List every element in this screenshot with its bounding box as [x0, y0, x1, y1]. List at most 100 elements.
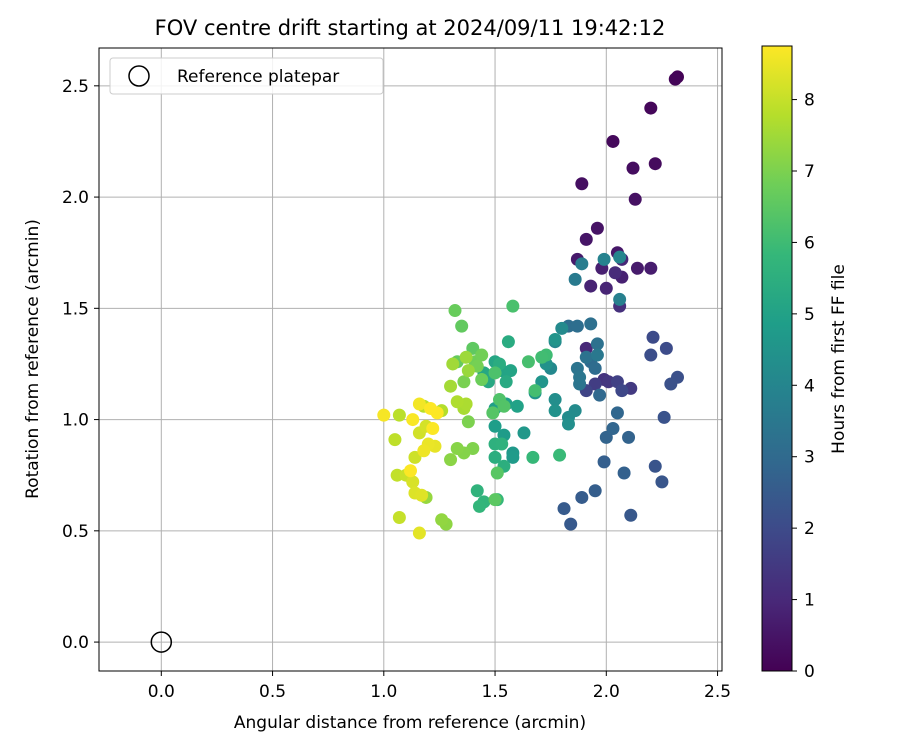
data-point: [450, 442, 464, 455]
grid: [99, 48, 722, 671]
data-point: [599, 430, 613, 444]
colorbar-tick-label: 0: [804, 662, 815, 682]
data-point: [648, 459, 662, 473]
data-point: [588, 377, 602, 391]
data-point: [606, 134, 620, 148]
data-point: [602, 375, 616, 389]
data-point: [535, 350, 549, 364]
data-point: [506, 299, 520, 313]
data-points: [377, 70, 684, 540]
data-point: [406, 475, 420, 489]
data-point: [390, 468, 404, 482]
data-point: [664, 377, 678, 391]
data-point: [659, 341, 673, 355]
x-tick-label: 1.5: [482, 682, 509, 702]
data-point: [573, 370, 587, 384]
data-point: [510, 399, 524, 413]
reference-point: [150, 631, 173, 653]
data-point: [488, 493, 502, 507]
data-point: [644, 348, 658, 362]
data-point: [630, 261, 644, 275]
y-tick-label: 2.0: [62, 188, 89, 208]
data-point: [455, 319, 469, 333]
data-point: [388, 433, 402, 447]
data-point: [415, 488, 429, 502]
y-tick-label: 2.5: [62, 77, 89, 97]
data-point: [599, 281, 613, 295]
data-point: [617, 466, 631, 480]
data-point: [568, 272, 582, 286]
data-point: [475, 373, 489, 387]
data-point: [597, 455, 611, 469]
data-point: [597, 252, 611, 266]
x-tick-label: 2.5: [704, 682, 731, 702]
data-point: [626, 161, 640, 175]
data-point: [470, 484, 484, 498]
data-point: [588, 361, 602, 375]
colorbar-tick-label: 8: [804, 91, 815, 111]
data-point: [561, 417, 575, 431]
data-point: [517, 426, 531, 440]
data-point: [548, 404, 562, 418]
colorbar-tick-label: 2: [804, 519, 815, 539]
x-tick-label: 1.0: [370, 682, 397, 702]
data-point: [417, 444, 431, 458]
x-axis-ticks: 0.0 0.5 1.0 1.5 2.0 2.5: [148, 671, 731, 702]
data-point: [488, 450, 502, 464]
colorbar-tick-label: 5: [804, 305, 815, 325]
data-point: [613, 250, 627, 264]
chart-title: FOV centre drift starting at 2024/09/11 …: [155, 16, 666, 40]
data-point: [575, 177, 589, 191]
data-point: [555, 321, 569, 335]
data-point: [579, 341, 593, 355]
legend: Reference platepar: [109, 57, 384, 95]
data-point: [450, 395, 464, 409]
data-point: [579, 350, 593, 364]
y-axis-ticks: 0.0 0.5 1.0 1.5 2.0 2.5: [62, 77, 99, 653]
data-point: [575, 490, 589, 504]
x-axis-label: Angular distance from reference (arcmin): [234, 713, 586, 733]
data-point: [548, 332, 562, 346]
data-point: [486, 406, 500, 420]
data-point: [501, 335, 515, 349]
legend-label-reference: Reference platepar: [177, 67, 339, 87]
data-point: [461, 364, 475, 378]
data-point: [435, 513, 449, 527]
data-point: [606, 421, 620, 435]
data-point: [668, 72, 682, 86]
data-point: [657, 410, 671, 424]
data-point: [499, 375, 513, 389]
data-point: [615, 384, 629, 398]
data-point: [590, 348, 604, 362]
data-point: [506, 450, 520, 464]
data-point: [593, 388, 607, 402]
data-point: [644, 101, 658, 115]
data-point: [528, 384, 542, 398]
data-point: [408, 450, 422, 464]
y-axis-label: Rotation from reference (arcmin): [23, 219, 43, 499]
data-point: [404, 464, 417, 478]
data-point: [584, 279, 598, 293]
data-point: [553, 448, 567, 462]
colorbar-tick-label: 7: [804, 162, 815, 182]
legend-box: [109, 57, 384, 95]
data-point: [495, 437, 509, 451]
y-tick-label: 1.0: [62, 411, 89, 431]
data-point: [457, 375, 471, 389]
data-point: [459, 350, 473, 364]
data-point: [448, 304, 462, 318]
data-point: [590, 337, 604, 351]
x-tick-label: 2.0: [593, 682, 620, 702]
data-point: [488, 366, 502, 380]
data-point: [392, 510, 406, 524]
data-point: [570, 319, 584, 333]
data-point: [608, 266, 622, 280]
data-point: [475, 348, 489, 362]
data-point: [412, 397, 426, 411]
data-point: [590, 221, 604, 235]
colorbar-tick-label: 3: [804, 448, 815, 468]
data-point: [497, 399, 511, 413]
data-point: [548, 393, 562, 407]
data-point: [472, 499, 486, 513]
colorbar-bar: [761, 45, 793, 672]
